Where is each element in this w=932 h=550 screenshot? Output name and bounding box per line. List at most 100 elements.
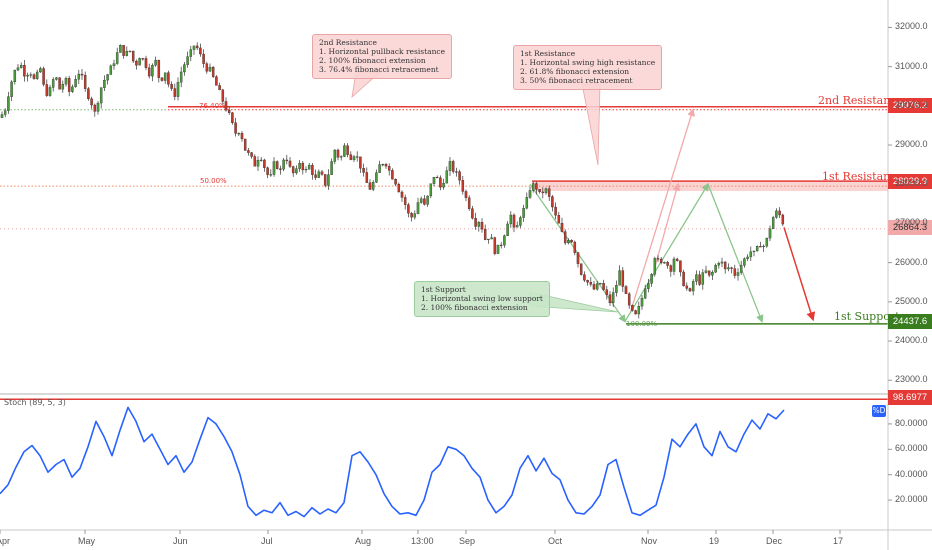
- candle-body: [733, 268, 737, 276]
- candle-body: [317, 171, 321, 178]
- candle-body: [154, 59, 157, 66]
- candle-body: [122, 45, 125, 56]
- level-label-first-resistance: 1st Resistance: [822, 170, 903, 183]
- level-label-second-resistance: 2nd Resistance: [818, 94, 903, 107]
- level-lines: [0, 106, 888, 325]
- candle-body: [730, 267, 733, 269]
- candle-body: [256, 160, 260, 167]
- candle-body: [423, 198, 426, 205]
- stoch-title: Stoch (89, 5, 3): [4, 398, 66, 407]
- candle-body: [496, 244, 500, 254]
- candle-body: [599, 283, 602, 285]
- price-tick-label: 27000.0: [895, 217, 928, 228]
- annotation-first-support[interactable]: 1st Support 1. Horizontal swing low supp…: [414, 281, 550, 317]
- candle-body: [419, 198, 423, 203]
- price-tick-label: 32000.0: [895, 21, 928, 32]
- candle-body: [541, 191, 545, 194]
- candle-body: [106, 74, 109, 81]
- candle-body: [608, 294, 612, 304]
- candle-body: [666, 262, 669, 266]
- candle-body: [109, 65, 113, 75]
- candle-body: [160, 77, 164, 81]
- stoch-d-badge: %D: [872, 405, 886, 417]
- candle-body: [493, 237, 497, 254]
- candle-body: [35, 71, 39, 79]
- time-tick-label: Jun: [173, 536, 188, 546]
- candle-body: [141, 58, 145, 60]
- price-tick-label: 26000.0: [895, 256, 928, 267]
- candle-body: [243, 138, 247, 151]
- candle-body: [384, 164, 388, 167]
- candle-body: [621, 270, 625, 287]
- candle-body: [259, 159, 263, 161]
- price-tick-label: 25000.0: [895, 295, 928, 306]
- candle-body: [483, 229, 487, 240]
- candle-body: [355, 156, 359, 158]
- candle-body: [576, 252, 580, 264]
- candle-body: [503, 235, 506, 246]
- candle-body: [656, 258, 660, 260]
- candle-body: [311, 164, 314, 175]
- candle-body: [288, 160, 292, 167]
- candle-body: [381, 164, 385, 166]
- candle-body: [605, 289, 609, 295]
- annotation-second-resistance[interactable]: 2nd Resistance 1. Horizontal pullback re…: [312, 34, 453, 79]
- stoch-tick-label: 80.0000: [895, 417, 928, 428]
- candle-body: [720, 261, 724, 264]
- candle-body: [445, 170, 449, 184]
- candle-body: [87, 88, 90, 99]
- candle-body: [45, 84, 49, 96]
- candle-body: [413, 213, 417, 218]
- candle-body: [224, 101, 228, 111]
- candle-body: [32, 74, 36, 79]
- candle-body: [682, 271, 685, 287]
- candle-body: [58, 77, 61, 90]
- candle-body: [407, 204, 410, 214]
- price-tag-last: 26864.3: [888, 220, 932, 235]
- candle-body: [480, 222, 484, 230]
- candle-body: [560, 223, 564, 232]
- candle-body: [736, 272, 740, 276]
- candle-body: [675, 258, 679, 261]
- candle-body: [717, 262, 721, 266]
- first-resistance-zone: [532, 181, 888, 192]
- annotation-title: 1st Resistance: [520, 49, 576, 58]
- time-tick-label: 13:00: [411, 536, 434, 546]
- candle-body: [624, 286, 628, 294]
- candle-body: [195, 45, 199, 49]
- candle-body: [695, 274, 698, 282]
- annotation-first-resistance[interactable]: 1st Resistance 1. Horizontal swing high …: [513, 45, 663, 90]
- candle-body: [208, 66, 212, 72]
- candle-body: [653, 258, 657, 275]
- candle-body: [291, 166, 295, 174]
- candle-body: [711, 271, 714, 276]
- candle-body: [701, 272, 705, 285]
- candle-body: [339, 156, 343, 158]
- candle-body: [71, 86, 74, 92]
- candlestick-series: [0, 42, 785, 319]
- price-tag-stoch-level: 98.6977: [888, 390, 932, 405]
- candle-body: [531, 183, 535, 191]
- candle-body: [749, 251, 753, 258]
- candle-body: [359, 156, 362, 169]
- price-tag-first-support: 24437.6: [888, 314, 932, 329]
- candle-body: [659, 258, 663, 263]
- candle-body: [640, 297, 644, 307]
- candle-body: [544, 188, 548, 194]
- candle-body: [723, 261, 727, 270]
- price-tag-first-resistance: 28029.9: [888, 174, 932, 189]
- candle-body: [26, 74, 29, 77]
- candle-body: [301, 162, 305, 171]
- candle-body: [349, 154, 353, 160]
- candle-body: [39, 68, 42, 73]
- candle-body: [775, 210, 778, 218]
- candle-body: [602, 283, 605, 290]
- candle-body: [615, 285, 618, 293]
- candle-body: [707, 270, 711, 276]
- candle-body: [304, 169, 308, 171]
- candle-body: [442, 182, 445, 188]
- candle-body: [618, 270, 621, 286]
- candle-body: [426, 195, 429, 205]
- candle-body: [647, 283, 650, 289]
